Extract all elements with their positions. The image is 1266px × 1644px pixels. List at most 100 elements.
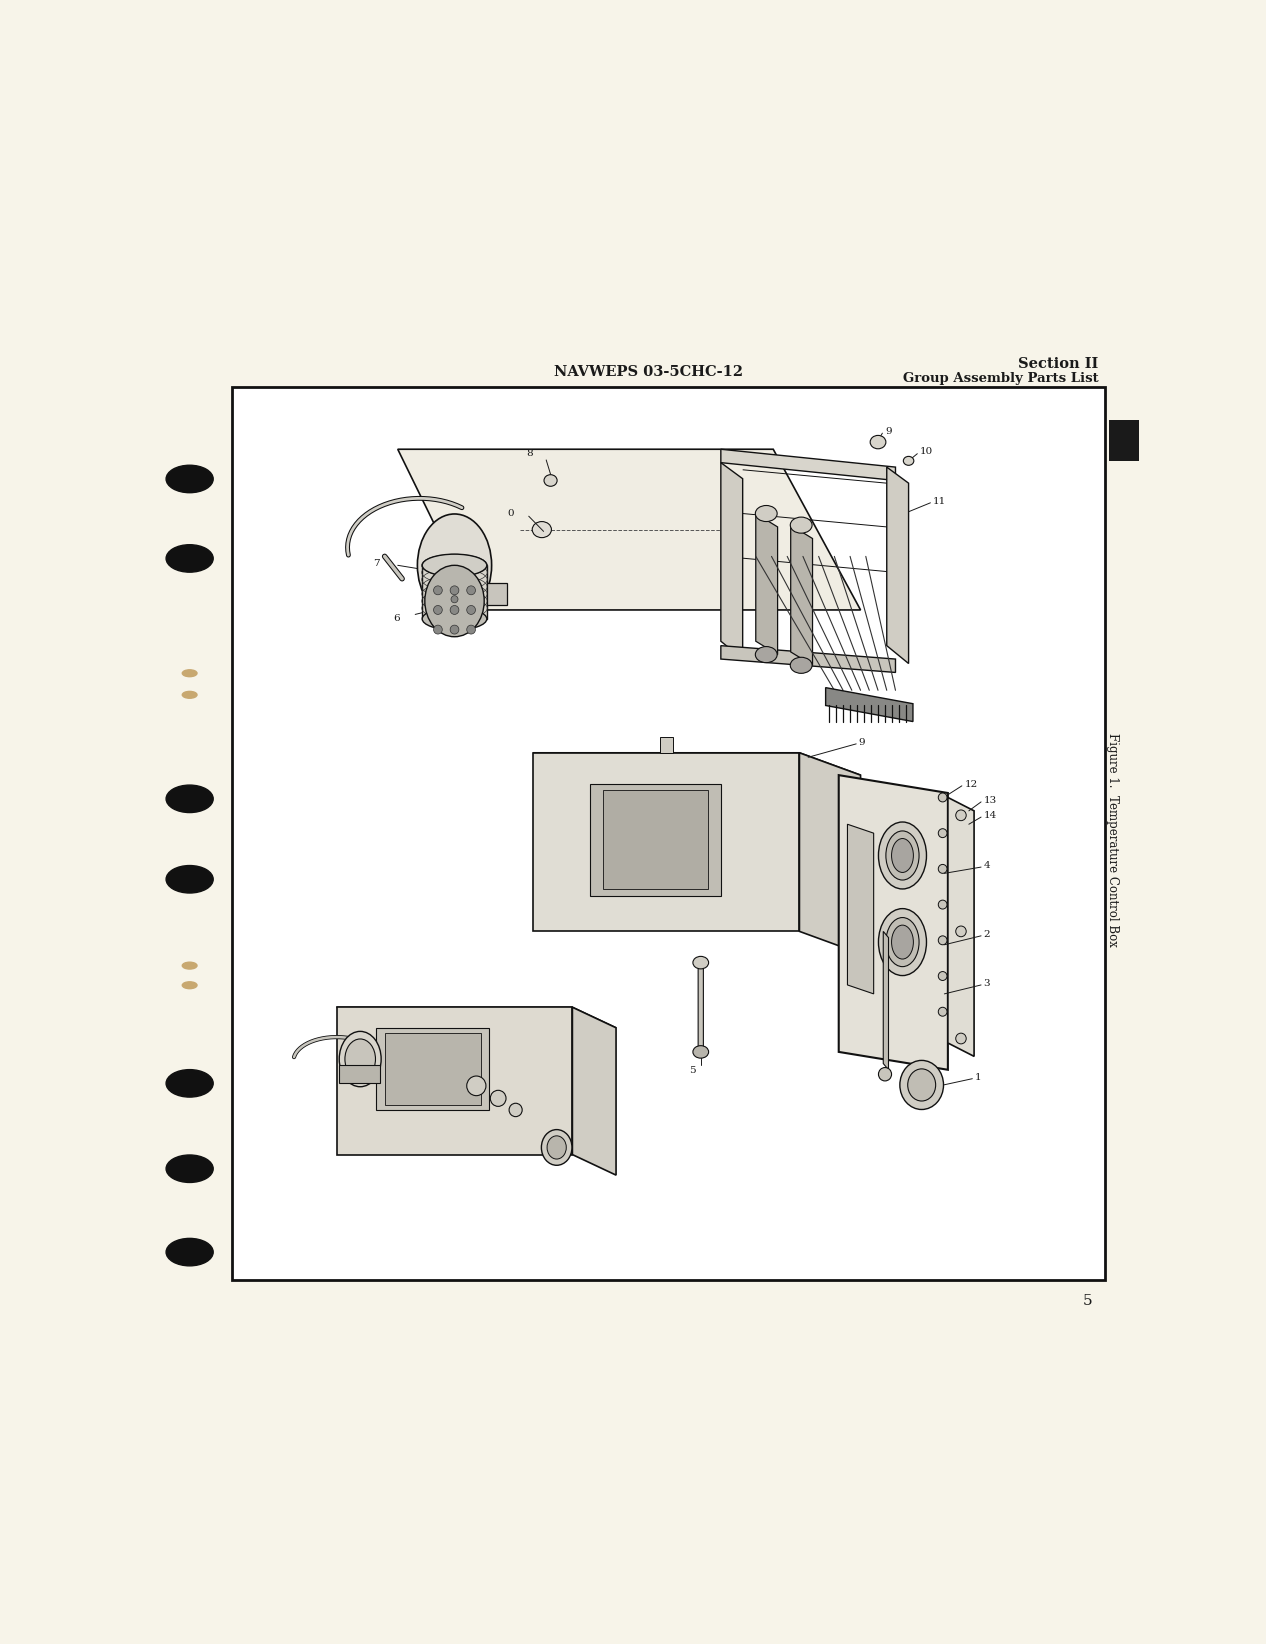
PathPatch shape <box>487 584 506 605</box>
Ellipse shape <box>182 981 197 988</box>
Text: 11: 11 <box>933 496 946 505</box>
PathPatch shape <box>720 646 895 672</box>
Ellipse shape <box>451 585 458 595</box>
Text: 7: 7 <box>373 559 380 569</box>
PathPatch shape <box>698 963 704 1052</box>
Bar <box>232 386 1105 1279</box>
PathPatch shape <box>533 753 861 774</box>
PathPatch shape <box>603 791 708 888</box>
PathPatch shape <box>720 462 743 659</box>
Ellipse shape <box>693 957 709 968</box>
Text: NAVWEPS 03-5CHC-12: NAVWEPS 03-5CHC-12 <box>555 365 743 380</box>
PathPatch shape <box>385 1032 481 1105</box>
PathPatch shape <box>339 1065 380 1083</box>
PathPatch shape <box>590 784 720 896</box>
Ellipse shape <box>870 436 886 449</box>
Ellipse shape <box>756 646 777 663</box>
PathPatch shape <box>533 753 799 932</box>
Ellipse shape <box>451 605 458 615</box>
Ellipse shape <box>166 544 213 572</box>
Ellipse shape <box>166 1070 213 1097</box>
Ellipse shape <box>938 972 947 980</box>
Ellipse shape <box>182 692 197 699</box>
Ellipse shape <box>425 566 484 636</box>
Ellipse shape <box>879 909 927 975</box>
Ellipse shape <box>532 521 552 538</box>
PathPatch shape <box>799 753 861 954</box>
Text: Figure 1.  Temperature Control Box: Figure 1. Temperature Control Box <box>1106 733 1119 947</box>
Text: 3: 3 <box>984 978 990 988</box>
Ellipse shape <box>542 1129 572 1166</box>
Text: 5: 5 <box>690 1067 696 1075</box>
PathPatch shape <box>791 524 813 666</box>
Ellipse shape <box>900 1060 943 1110</box>
Ellipse shape <box>879 822 927 889</box>
PathPatch shape <box>756 513 777 654</box>
Ellipse shape <box>339 1031 381 1087</box>
Ellipse shape <box>547 1136 566 1159</box>
PathPatch shape <box>572 1008 617 1175</box>
Text: 5: 5 <box>1082 1294 1093 1309</box>
Ellipse shape <box>693 1046 709 1059</box>
Text: 9: 9 <box>858 738 866 746</box>
Text: 8: 8 <box>527 449 533 459</box>
Ellipse shape <box>166 465 213 493</box>
Ellipse shape <box>422 554 487 577</box>
Ellipse shape <box>467 585 476 595</box>
PathPatch shape <box>886 467 909 664</box>
Ellipse shape <box>182 669 197 677</box>
Ellipse shape <box>886 917 919 967</box>
Ellipse shape <box>451 625 458 635</box>
Ellipse shape <box>467 625 476 635</box>
Ellipse shape <box>166 865 213 893</box>
PathPatch shape <box>398 449 861 610</box>
Ellipse shape <box>891 838 913 873</box>
Ellipse shape <box>956 1032 966 1044</box>
PathPatch shape <box>337 1008 572 1154</box>
Text: 12: 12 <box>965 779 977 789</box>
Text: 10: 10 <box>920 447 933 457</box>
Ellipse shape <box>490 1090 506 1106</box>
Ellipse shape <box>938 935 947 945</box>
PathPatch shape <box>743 470 886 483</box>
PathPatch shape <box>948 797 974 1057</box>
Ellipse shape <box>433 625 442 635</box>
Ellipse shape <box>166 1156 213 1182</box>
Ellipse shape <box>956 926 966 937</box>
PathPatch shape <box>884 932 889 1070</box>
PathPatch shape <box>743 559 886 572</box>
Text: 6: 6 <box>394 615 400 623</box>
PathPatch shape <box>720 449 895 480</box>
Ellipse shape <box>467 605 476 615</box>
Text: 2: 2 <box>984 929 990 939</box>
Ellipse shape <box>938 901 947 909</box>
PathPatch shape <box>839 774 948 1070</box>
Bar <box>660 737 672 753</box>
PathPatch shape <box>743 513 886 528</box>
Ellipse shape <box>790 518 812 533</box>
Ellipse shape <box>886 830 919 880</box>
Ellipse shape <box>938 792 947 802</box>
Ellipse shape <box>891 926 913 958</box>
PathPatch shape <box>337 1008 617 1028</box>
Text: 14: 14 <box>984 810 996 820</box>
Text: Section II: Section II <box>1018 357 1098 372</box>
Ellipse shape <box>467 1077 486 1095</box>
Ellipse shape <box>422 608 487 630</box>
Ellipse shape <box>756 505 777 521</box>
Ellipse shape <box>938 829 947 838</box>
Text: 1: 1 <box>975 1074 981 1082</box>
Ellipse shape <box>938 865 947 873</box>
Ellipse shape <box>166 1238 213 1266</box>
Bar <box>1109 421 1139 462</box>
Ellipse shape <box>182 962 197 968</box>
Ellipse shape <box>433 605 442 615</box>
Ellipse shape <box>938 1008 947 1016</box>
Text: 13: 13 <box>984 796 996 804</box>
Ellipse shape <box>904 457 914 465</box>
Ellipse shape <box>790 658 812 674</box>
Ellipse shape <box>509 1103 522 1116</box>
Ellipse shape <box>451 595 458 603</box>
Text: 0: 0 <box>506 510 514 518</box>
Text: Group Assembly Parts List: Group Assembly Parts List <box>903 373 1098 385</box>
